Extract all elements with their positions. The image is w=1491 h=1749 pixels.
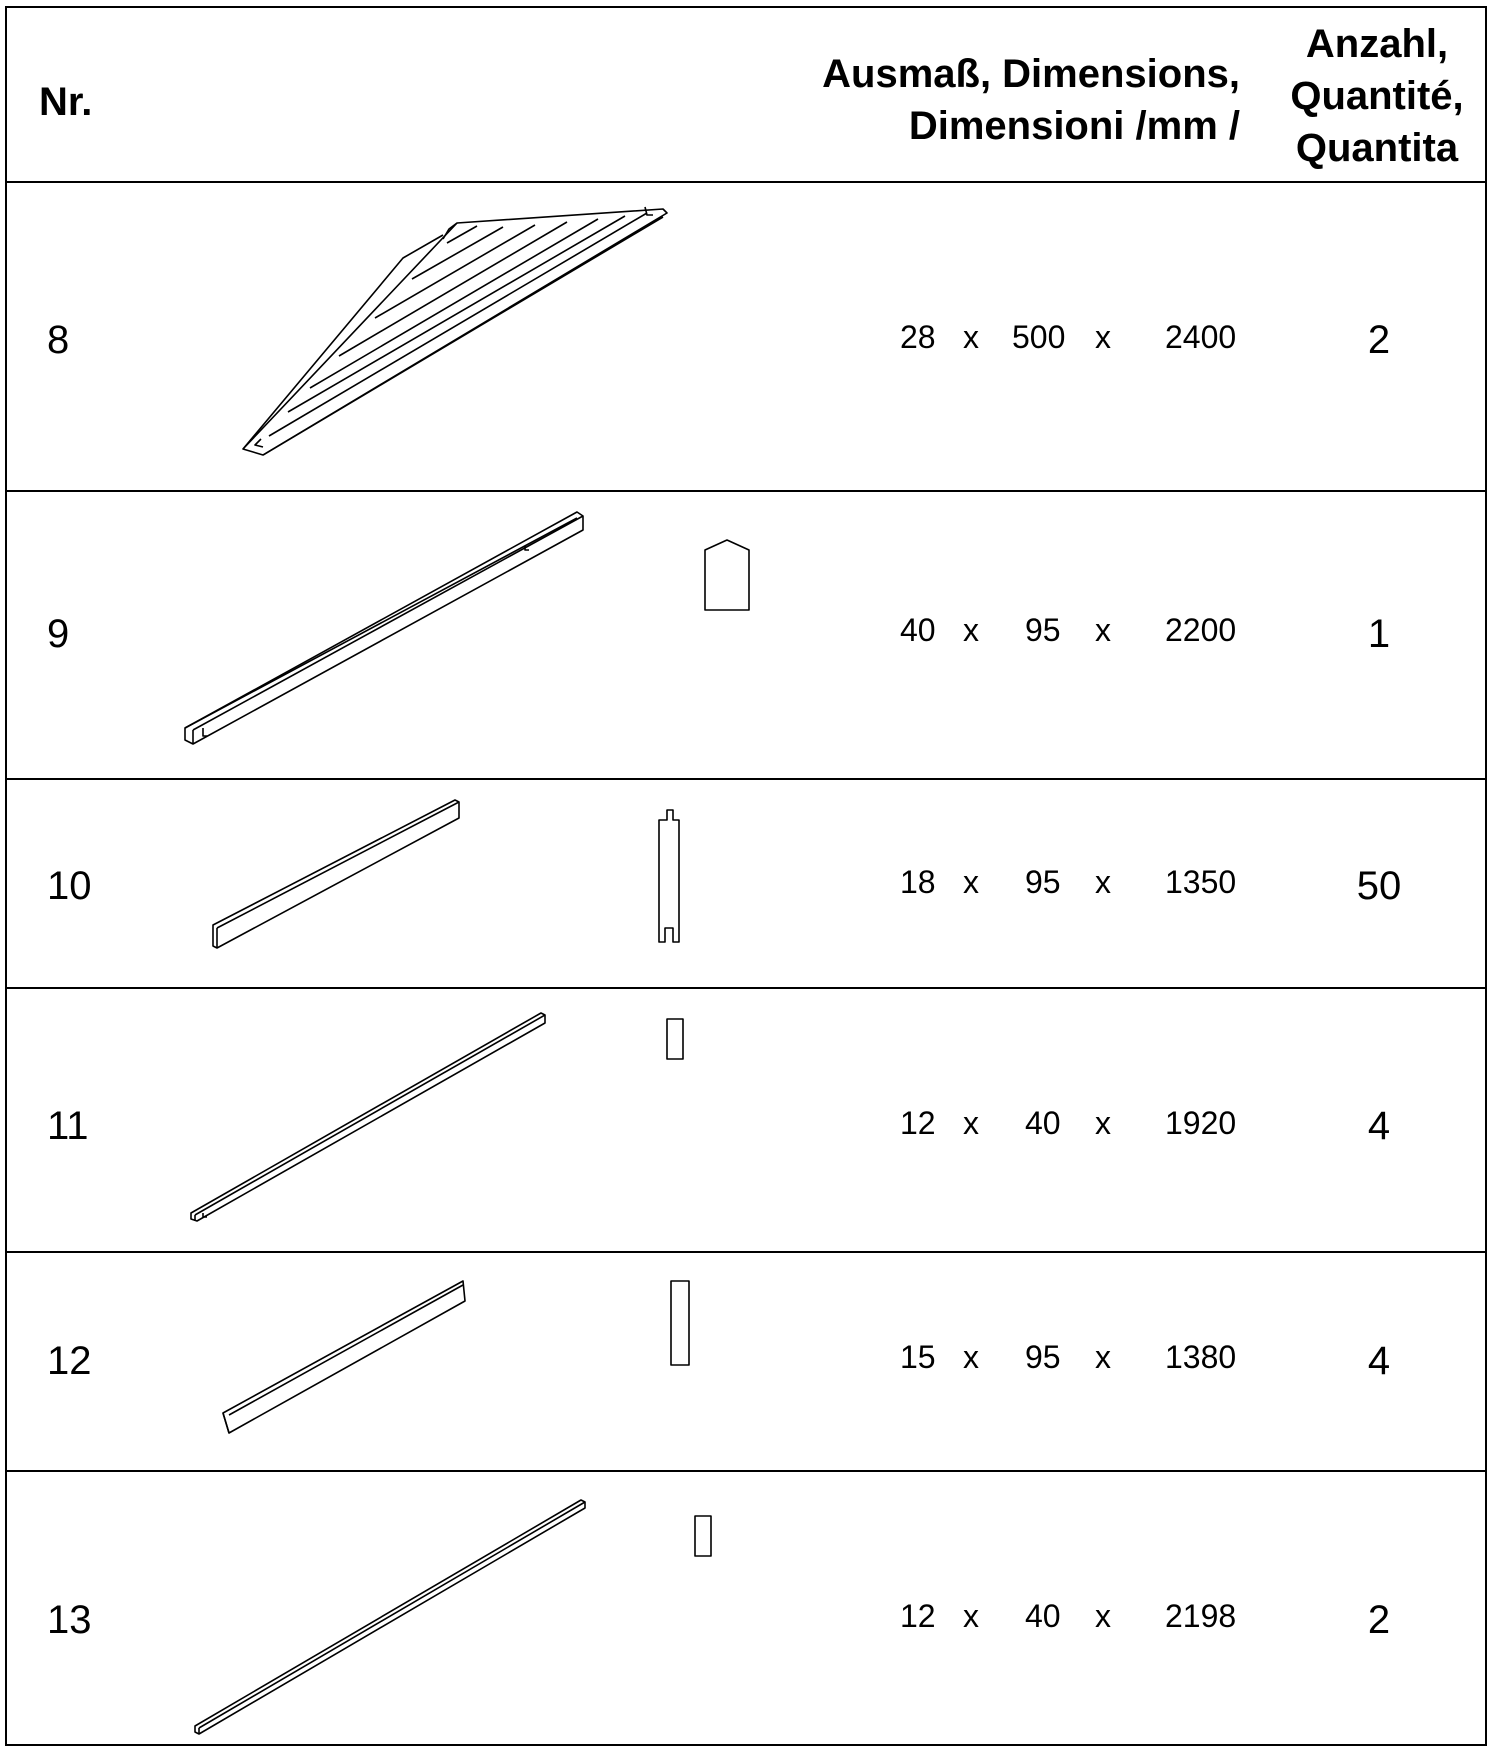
gable-panel-drawing — [242, 206, 668, 456]
table-row: 12 15 x 95 x 1380 4 — [7, 1253, 1485, 1472]
dimension-length: 1350 — [1165, 864, 1237, 900]
dimension-thickness: 12 — [900, 1105, 936, 1141]
table-row: 8 28 x 500 x 2400 2 — [7, 183, 1485, 492]
header-dimensions-line1: Ausmaß, Dimensions, — [822, 52, 1240, 96]
dimension-thickness: 15 — [900, 1339, 936, 1375]
quantity: 2 — [1367, 1598, 1391, 1642]
quantity: 4 — [1367, 1104, 1391, 1148]
strip-drawing — [190, 1012, 684, 1222]
dimension-thickness: 28 — [900, 319, 936, 355]
part-number: 12 — [47, 1339, 92, 1383]
header-quantity-line2: Quantité, — [1290, 74, 1464, 118]
header-quantity: Anzahl, Quantité, Quantita — [1277, 18, 1477, 174]
quantity: 50 — [1356, 864, 1402, 908]
dimension-thickness: 12 — [900, 1598, 936, 1634]
times-sign: x — [1095, 1598, 1111, 1634]
dimension-width: 40 — [1025, 1598, 1061, 1634]
part-number: 11 — [47, 1104, 89, 1148]
quantity: 4 — [1367, 1339, 1391, 1383]
times-sign: x — [1095, 1105, 1111, 1141]
beam-drawing — [184, 511, 750, 745]
times-sign: x — [1095, 612, 1111, 648]
table-row: 13 12 x 40 x 2198 2 — [7, 1472, 1485, 1744]
dimension-length: 2198 — [1165, 1598, 1237, 1634]
dimension-width: 40 — [1025, 1105, 1061, 1141]
dimension-length: 1380 — [1165, 1339, 1237, 1375]
part-number: 8 — [47, 318, 70, 362]
times-sign: x — [1095, 1339, 1111, 1375]
header-quantity-line3: Quantita — [1295, 126, 1459, 170]
table-header: Nr. Ausmaß, Dimensions, Dimensioni /mm /… — [7, 8, 1485, 183]
times-sign: x — [963, 864, 979, 900]
header-dimensions-line2: Dimensioni /mm / — [908, 104, 1240, 148]
trim-board-drawing — [222, 1280, 690, 1434]
header-quantity-line1: Anzahl, — [1305, 22, 1449, 66]
dimension-width: 95 — [1025, 864, 1061, 900]
dimension-thickness: 40 — [900, 612, 936, 648]
times-sign: x — [963, 319, 979, 355]
quantity: 1 — [1367, 612, 1391, 656]
times-sign: x — [1095, 864, 1111, 900]
dimension-thickness: 18 — [900, 864, 936, 900]
part-number: 13 — [47, 1598, 92, 1642]
table-row: 11 12 x 40 x 1920 4 — [7, 989, 1485, 1253]
header-dimensions: Ausmaß, Dimensions, Dimensioni /mm / — [822, 48, 1240, 152]
times-sign: x — [963, 1339, 979, 1375]
quantity: 2 — [1367, 318, 1391, 362]
parts-table: Nr. Ausmaß, Dimensions, Dimensioni /mm /… — [5, 6, 1487, 1746]
part-number: 9 — [47, 612, 70, 656]
table-row: 9 40 x 95 x 2200 1 — [7, 492, 1485, 780]
table-row: 10 18 x 95 x 1350 50 — [7, 780, 1485, 989]
long-strip-drawing — [194, 1499, 712, 1735]
part-number: 10 — [47, 864, 92, 908]
dimension-length: 2200 — [1165, 612, 1237, 648]
board-drawing — [212, 799, 680, 949]
dimension-length: 2400 — [1165, 319, 1237, 355]
times-sign: x — [963, 1105, 979, 1141]
dimension-width: 500 — [1012, 319, 1066, 355]
times-sign: x — [1095, 319, 1111, 355]
header-nr: Nr. — [39, 80, 93, 124]
times-sign: x — [963, 1598, 979, 1634]
dimension-width: 95 — [1025, 612, 1061, 648]
times-sign: x — [963, 612, 979, 648]
dimension-width: 95 — [1025, 1339, 1061, 1375]
dimension-length: 1920 — [1165, 1105, 1237, 1141]
